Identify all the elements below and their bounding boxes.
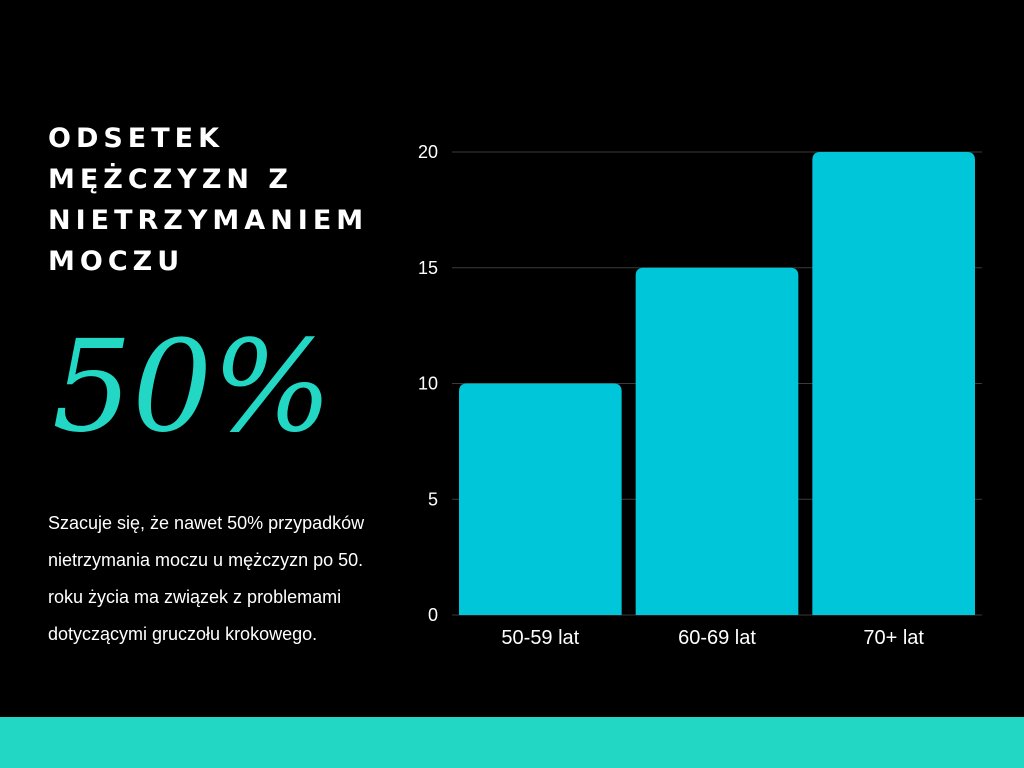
description-line: dotyczącymi gruczołu krokowego. <box>48 624 318 644</box>
y-tick-label: 20 <box>418 142 438 162</box>
headline-line: MĘŻCZYZN Z <box>48 164 293 195</box>
bar <box>635 267 799 615</box>
description: Szacuje się, że nawet 50% przypadków nie… <box>48 505 408 653</box>
description-line: Szacuje się, że nawet 50% przypadków <box>48 513 365 533</box>
big-stat: 50% <box>52 313 333 460</box>
headline-line: MOCZU <box>48 246 185 277</box>
y-tick-label: 0 <box>428 605 438 625</box>
bar <box>812 152 975 615</box>
description-line: roku życia ma związek z problemami <box>48 587 342 607</box>
x-tick-label: 50-59 lat <box>501 627 579 649</box>
x-tick-label: 70+ lat <box>863 627 924 649</box>
y-tick-label: 5 <box>428 489 438 509</box>
x-tick-label: 60-69 lat <box>678 627 756 649</box>
headline-line: NIETRZYMANIEM <box>48 205 369 236</box>
headline-line: ODSETEK <box>48 123 225 154</box>
description-line: nietrzymania moczu u mężczyzn po 50. <box>48 550 364 570</box>
bar <box>459 383 622 615</box>
y-tick-label: 15 <box>418 258 438 278</box>
bottom-accent-band <box>0 717 1024 768</box>
y-tick-label: 10 <box>418 374 438 394</box>
headline: ODSETEK MĘŻCZYZN Z NIETRZYMANIEM MOCZU <box>48 118 388 282</box>
bar-chart: 0 5 10 15 20 50-59 lat 60-69 lat 70+ lat <box>418 142 982 649</box>
